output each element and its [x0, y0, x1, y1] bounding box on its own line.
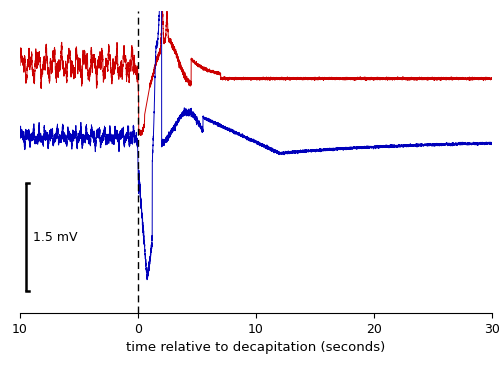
X-axis label: time relative to decapitation (seconds): time relative to decapitation (seconds): [126, 341, 385, 354]
Text: 1.5 mV: 1.5 mV: [33, 231, 77, 244]
